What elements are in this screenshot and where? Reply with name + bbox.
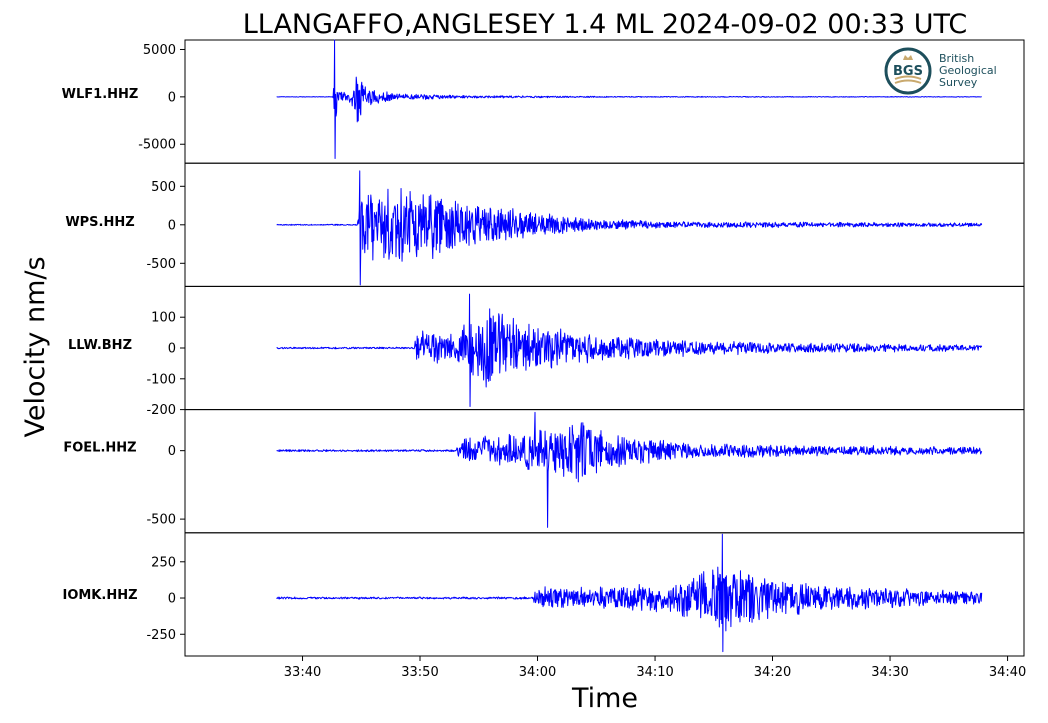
station-label: WPS.HHZ	[65, 215, 134, 230]
y-tick-label: 500	[151, 180, 176, 195]
y-tick-label: 0	[168, 592, 176, 607]
crown-icon	[903, 55, 913, 60]
logo-wave	[894, 79, 922, 84]
panel-wps-hhz: 500 0 -500 WPS.HHZ	[65, 162, 1025, 287]
y-axis-title: Velocity nm/s	[20, 256, 51, 437]
x-tick-label: 34:20	[754, 665, 791, 680]
y-tick-label: 0	[168, 90, 176, 105]
y-tick-label: -5000	[138, 138, 176, 153]
waveform-trace	[276, 411, 983, 528]
logo-text-line: Geological	[939, 64, 997, 77]
trace-panels: 50000-5000WLF1.HHZ5000-500WPS.HHZ1000-10…	[62, 39, 1025, 657]
station-label: FOEL.HHZ	[63, 441, 136, 456]
x-tick-label: 34:30	[871, 665, 908, 680]
y-tick-label: 0	[168, 342, 176, 357]
y-tick-label: -500	[146, 257, 176, 272]
panel-llw-bhz: 100 0 -100 -200 LLW.BHZ	[68, 285, 1025, 418]
panel-wlf1-hhz: 5000 0 -5000 WLF1.HHZ	[62, 39, 1025, 164]
y-tick-label: 5000	[143, 43, 176, 58]
logo-text-line: British	[939, 52, 974, 65]
chart-title: LLANGAFFO,ANGLESEY 1.4 ML 2024-09-02 00:…	[243, 9, 967, 40]
y-tick-label: -200	[146, 403, 176, 418]
waveform-trace	[276, 533, 983, 653]
y-tick-label: -250	[146, 628, 176, 643]
panel-foel-hhz: 0 -500 FOEL.HHZ	[63, 409, 1025, 534]
y-tick-label: 250	[151, 555, 176, 570]
station-label: IOMK.HHZ	[62, 588, 137, 603]
y-tick-label: 0	[168, 218, 176, 233]
x-tick-label: 33:40	[284, 665, 321, 680]
panel-iomk-hhz: 250 0 -250 IOMK.HHZ	[62, 532, 1025, 657]
logo-acronym: BGS	[893, 64, 923, 79]
x-tick-label: 33:50	[401, 665, 438, 680]
x-tick-label: 34:00	[519, 665, 556, 680]
station-label: WLF1.HHZ	[62, 87, 139, 102]
waveform-trace	[276, 170, 983, 286]
x-tick-label: 34:40	[989, 665, 1026, 680]
x-axis-title: Time	[571, 683, 638, 714]
y-tick-label: 100	[151, 311, 176, 326]
waveform-trace	[276, 293, 983, 408]
logo-text-line: Survey	[939, 76, 978, 89]
y-tick-label: -100	[146, 372, 176, 387]
x-axis: 33:40 33:50 34:00 34:10 34:20 34:30 34:40	[284, 656, 1026, 680]
waveform-trace	[276, 39, 982, 159]
station-label: LLW.BHZ	[68, 338, 132, 353]
logo-wave	[894, 75, 922, 80]
y-tick-label: -500	[146, 513, 176, 528]
panel-frame	[184, 409, 1025, 534]
y-tick-label: 0	[168, 444, 176, 459]
panel-frame	[184, 532, 1025, 657]
x-tick-label: 34:10	[636, 665, 673, 680]
